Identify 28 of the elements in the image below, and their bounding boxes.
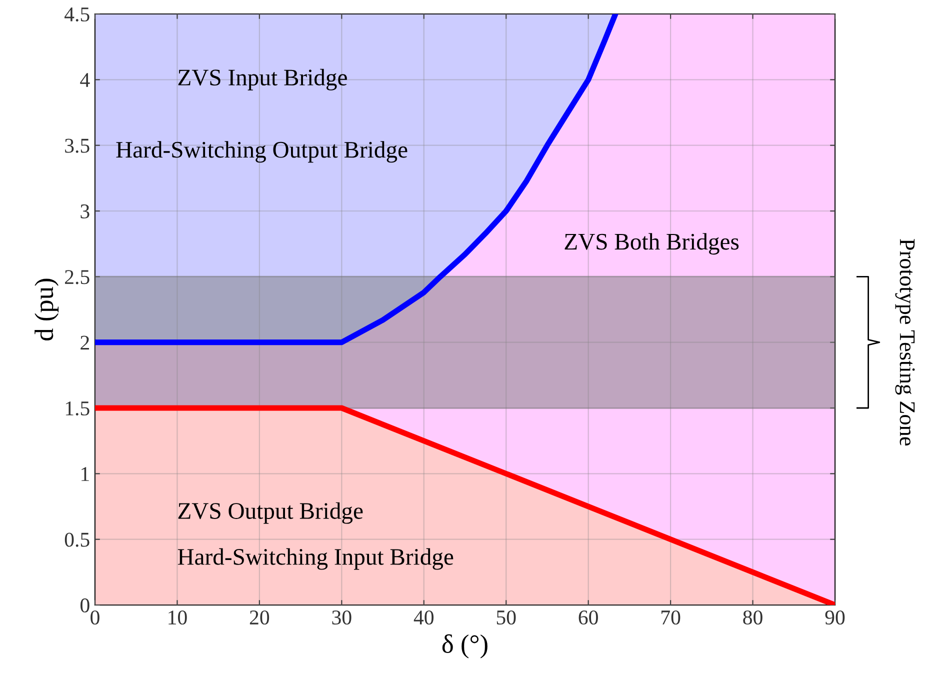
annotation: ZVS Input Bridge bbox=[178, 68, 347, 90]
y-tick-label: 0.5 bbox=[64, 532, 90, 547]
x-tick-label: 80 bbox=[743, 610, 762, 625]
annotation: Hard-Switching Output Bridge bbox=[116, 141, 408, 163]
x-tick-label: 90 bbox=[825, 610, 845, 625]
x-axis-title: δ (°) bbox=[442, 634, 488, 658]
x-tick-label: 60 bbox=[578, 610, 598, 625]
x-tick-label: 30 bbox=[332, 610, 352, 625]
y-tick-label: 4 bbox=[80, 73, 90, 87]
y-tick-label: 1.5 bbox=[66, 401, 90, 416]
annotation: Hard-Switching Input Bridge bbox=[178, 548, 454, 570]
x-tick-label: 50 bbox=[496, 610, 516, 625]
x-tick-label: 0 bbox=[90, 610, 100, 625]
y-tick-label: 3 bbox=[80, 204, 90, 218]
annotation: ZVS Both Bridges bbox=[564, 233, 739, 255]
y-tick-label: 1 bbox=[82, 467, 89, 481]
y-tick-label: 4.5 bbox=[64, 8, 90, 22]
y-axis-title: d (pu) bbox=[34, 278, 59, 340]
y-tick-label: 2.5 bbox=[65, 270, 90, 284]
x-tick-label: 70 bbox=[662, 610, 680, 625]
annotation: ZVS Output Bridge bbox=[178, 502, 363, 524]
x-tick-label: 20 bbox=[250, 610, 270, 625]
x-tick-label: 10 bbox=[168, 610, 187, 625]
y-tick-label: 0 bbox=[80, 598, 90, 612]
x-tick-label: 40 bbox=[414, 610, 434, 625]
band-label: Prototype Testing Zone bbox=[895, 239, 915, 446]
y-tick-label: 3.5 bbox=[65, 138, 90, 153]
y-tick-label: 2 bbox=[80, 336, 89, 350]
